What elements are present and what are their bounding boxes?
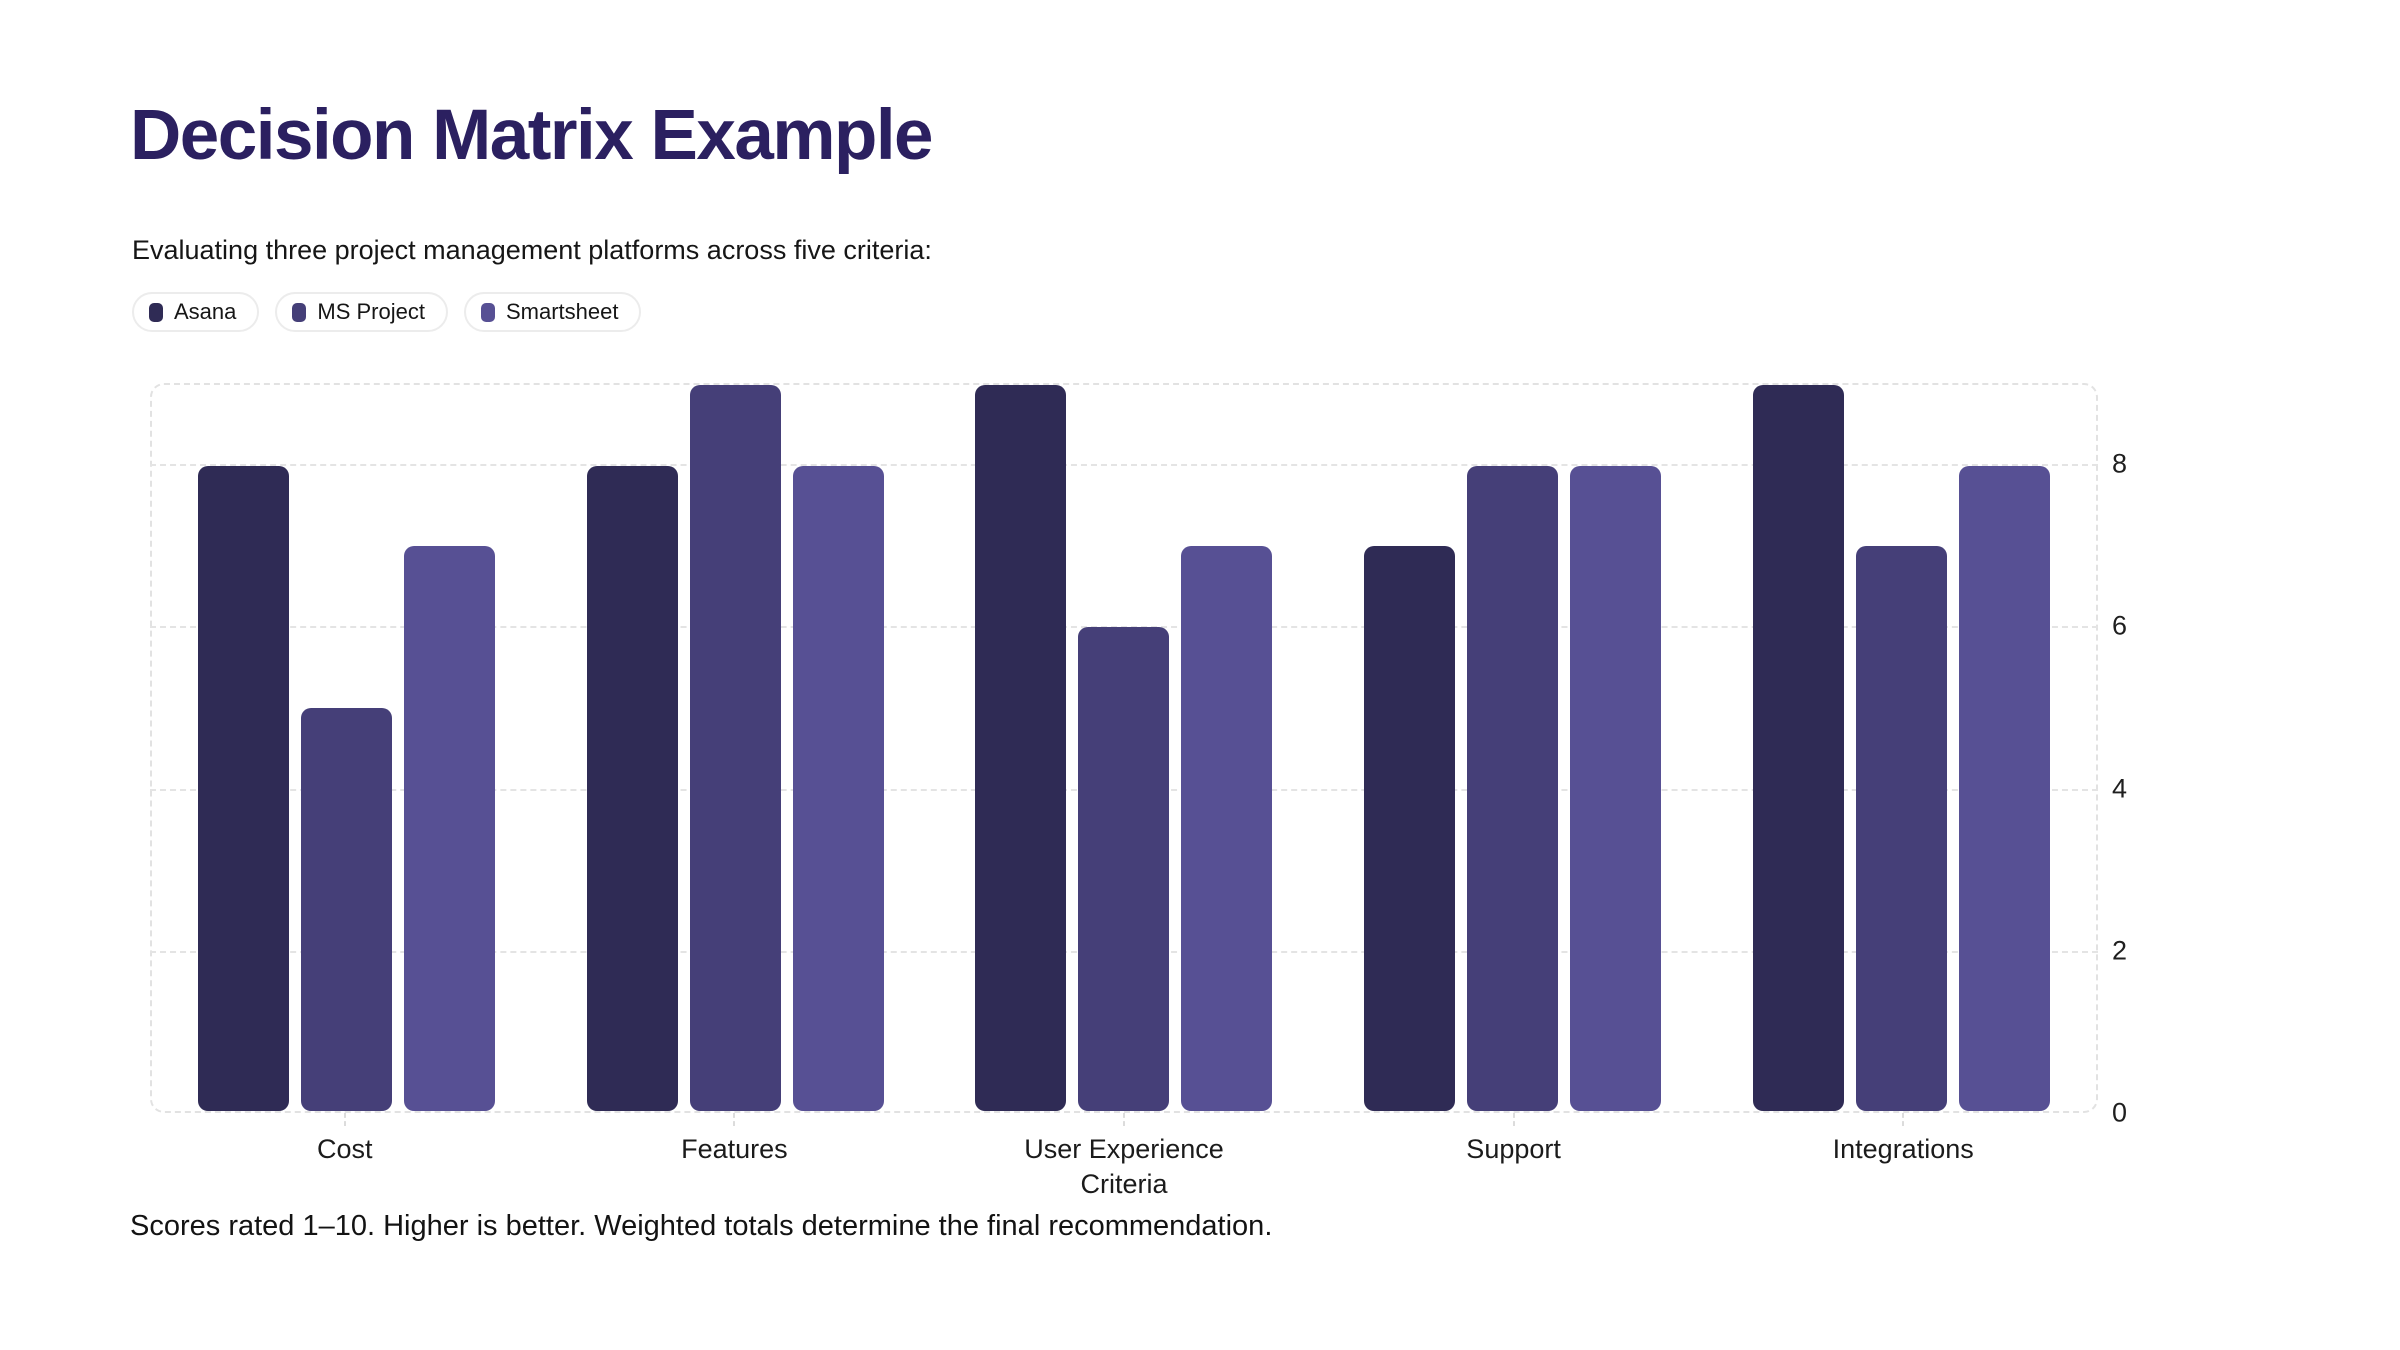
bar-ms-project-features[interactable] (689, 385, 781, 1111)
bar-group-support (1318, 385, 1707, 1111)
bar-smartsheet-integrations[interactable] (1959, 465, 2051, 1111)
legend-chip-smartsheet[interactable]: Smartsheet (463, 292, 642, 332)
legend-label: Asana (174, 299, 237, 324)
bar-ms-project-support[interactable] (1467, 465, 1559, 1111)
bar-group-user-experience (930, 385, 1319, 1111)
bar-group-cost (152, 385, 541, 1111)
page-title: Decision Matrix Example (130, 96, 934, 175)
legend-swatch-icon (292, 302, 307, 322)
chart-subtitle: Evaluating three project management plat… (132, 235, 932, 265)
y-tick-label-4: 4 (2112, 773, 2128, 804)
bar-smartsheet-support[interactable] (1570, 465, 1662, 1111)
bar-ms-project-cost[interactable] (300, 707, 392, 1111)
x-axis-title: Criteria (1080, 1169, 1168, 1199)
x-tick-support (1512, 1113, 1515, 1126)
legend: Asana MS Project Smartsheet (132, 292, 642, 332)
bar-asana-features[interactable] (586, 465, 678, 1111)
bar-asana-cost[interactable] (197, 465, 289, 1111)
x-label-support: Support (1466, 1134, 1561, 1164)
bar-group-features (541, 385, 930, 1111)
y-tick-label-8: 8 (2112, 448, 2128, 479)
bar-smartsheet-cost[interactable] (403, 546, 495, 1111)
bar-smartsheet-user-experience[interactable] (1181, 546, 1273, 1111)
x-label-user-experience: User Experience (1024, 1134, 1224, 1164)
legend-swatch-icon (480, 302, 495, 322)
x-tick-cost (343, 1113, 346, 1126)
y-tick-label-6: 6 (2112, 610, 2128, 641)
x-tick-integrations (1902, 1113, 1905, 1126)
bar-group-integrations (1707, 385, 2096, 1111)
bar-asana-support[interactable] (1364, 546, 1456, 1111)
bar-smartsheet-features[interactable] (792, 465, 884, 1111)
legend-chip-asana[interactable]: Asana (132, 292, 260, 332)
y-tick-label-2: 2 (2112, 935, 2128, 966)
x-tick-user-experience (1123, 1113, 1125, 1126)
legend-label: MS Project (317, 299, 425, 324)
bar-ms-project-user-experience[interactable] (1078, 627, 1170, 1111)
bar-ms-project-integrations[interactable] (1856, 546, 1948, 1111)
legend-label: Smartsheet (505, 299, 619, 324)
bar-asana-user-experience[interactable] (975, 385, 1067, 1111)
bar-asana-integrations[interactable] (1753, 385, 1845, 1111)
x-label-cost: Cost (317, 1134, 373, 1164)
legend-chip-ms-project[interactable]: MS Project (275, 292, 448, 332)
x-label-integrations: Integrations (1832, 1134, 1974, 1164)
legend-swatch-icon (149, 302, 163, 322)
chart-footnote: Scores rated 1–10. Higher is better. Wei… (130, 1210, 1273, 1242)
plot-area (150, 383, 2098, 1113)
gridline-8 (150, 464, 2098, 467)
x-tick-features (733, 1113, 736, 1126)
y-tick-label-0: 0 (2112, 1097, 2128, 1128)
x-label-features: Features (681, 1134, 788, 1164)
